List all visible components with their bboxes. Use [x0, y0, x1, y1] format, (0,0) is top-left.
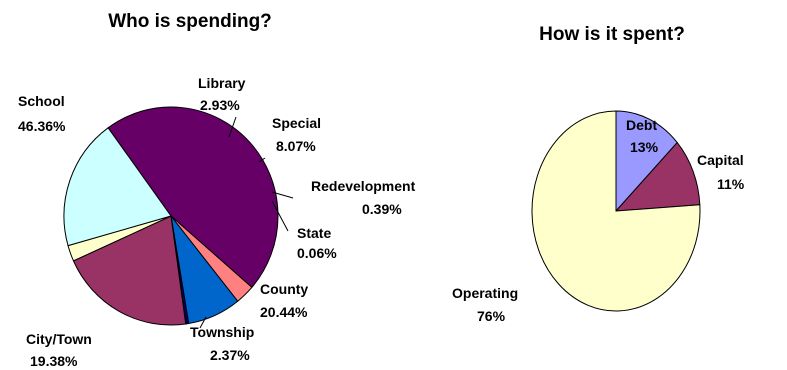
slice-label-redevelopment: Redevelopment 0.39% [311, 178, 419, 217]
pie-slice-city-town [63, 127, 172, 247]
slice-label-county: County 20.44% [260, 281, 312, 320]
slice-label-library: Library 2.93% [198, 75, 249, 113]
slice-label-special: Special 8.07% [272, 115, 325, 154]
labels-who: School 46.36% Library 2.93% Special 8.07… [18, 75, 419, 369]
leader-lines [199, 116, 294, 329]
pie-chart-who-is-spending [63, 106, 279, 326]
chart-title-how: How is it spent? [539, 24, 685, 45]
chart-title-who: Who is spending? [108, 11, 272, 32]
pie-slice-county [72, 215, 187, 326]
slice-label-debt: Debt 13% [626, 117, 661, 155]
slice-label-township: Township 2.37% [190, 324, 258, 363]
pie-slice-school [107, 106, 279, 289]
pie-chart-how-is-it-spent [531, 110, 701, 312]
pie-slice-capital [614, 141, 701, 212]
pie-slice-operating [531, 110, 701, 312]
labels-how: Debt 13% Capital 11% Operating 76% [452, 117, 748, 324]
slice-label-capital: Capital 11% [697, 152, 748, 192]
slice-label-school: School 46.36% [18, 93, 69, 134]
slice-label-state: State 0.06% [297, 225, 337, 261]
pie-slice-debt [615, 110, 678, 213]
slice-label-city-town: City/Town 19.38% [26, 331, 96, 369]
slice-label-operating: Operating 76% [452, 285, 522, 324]
